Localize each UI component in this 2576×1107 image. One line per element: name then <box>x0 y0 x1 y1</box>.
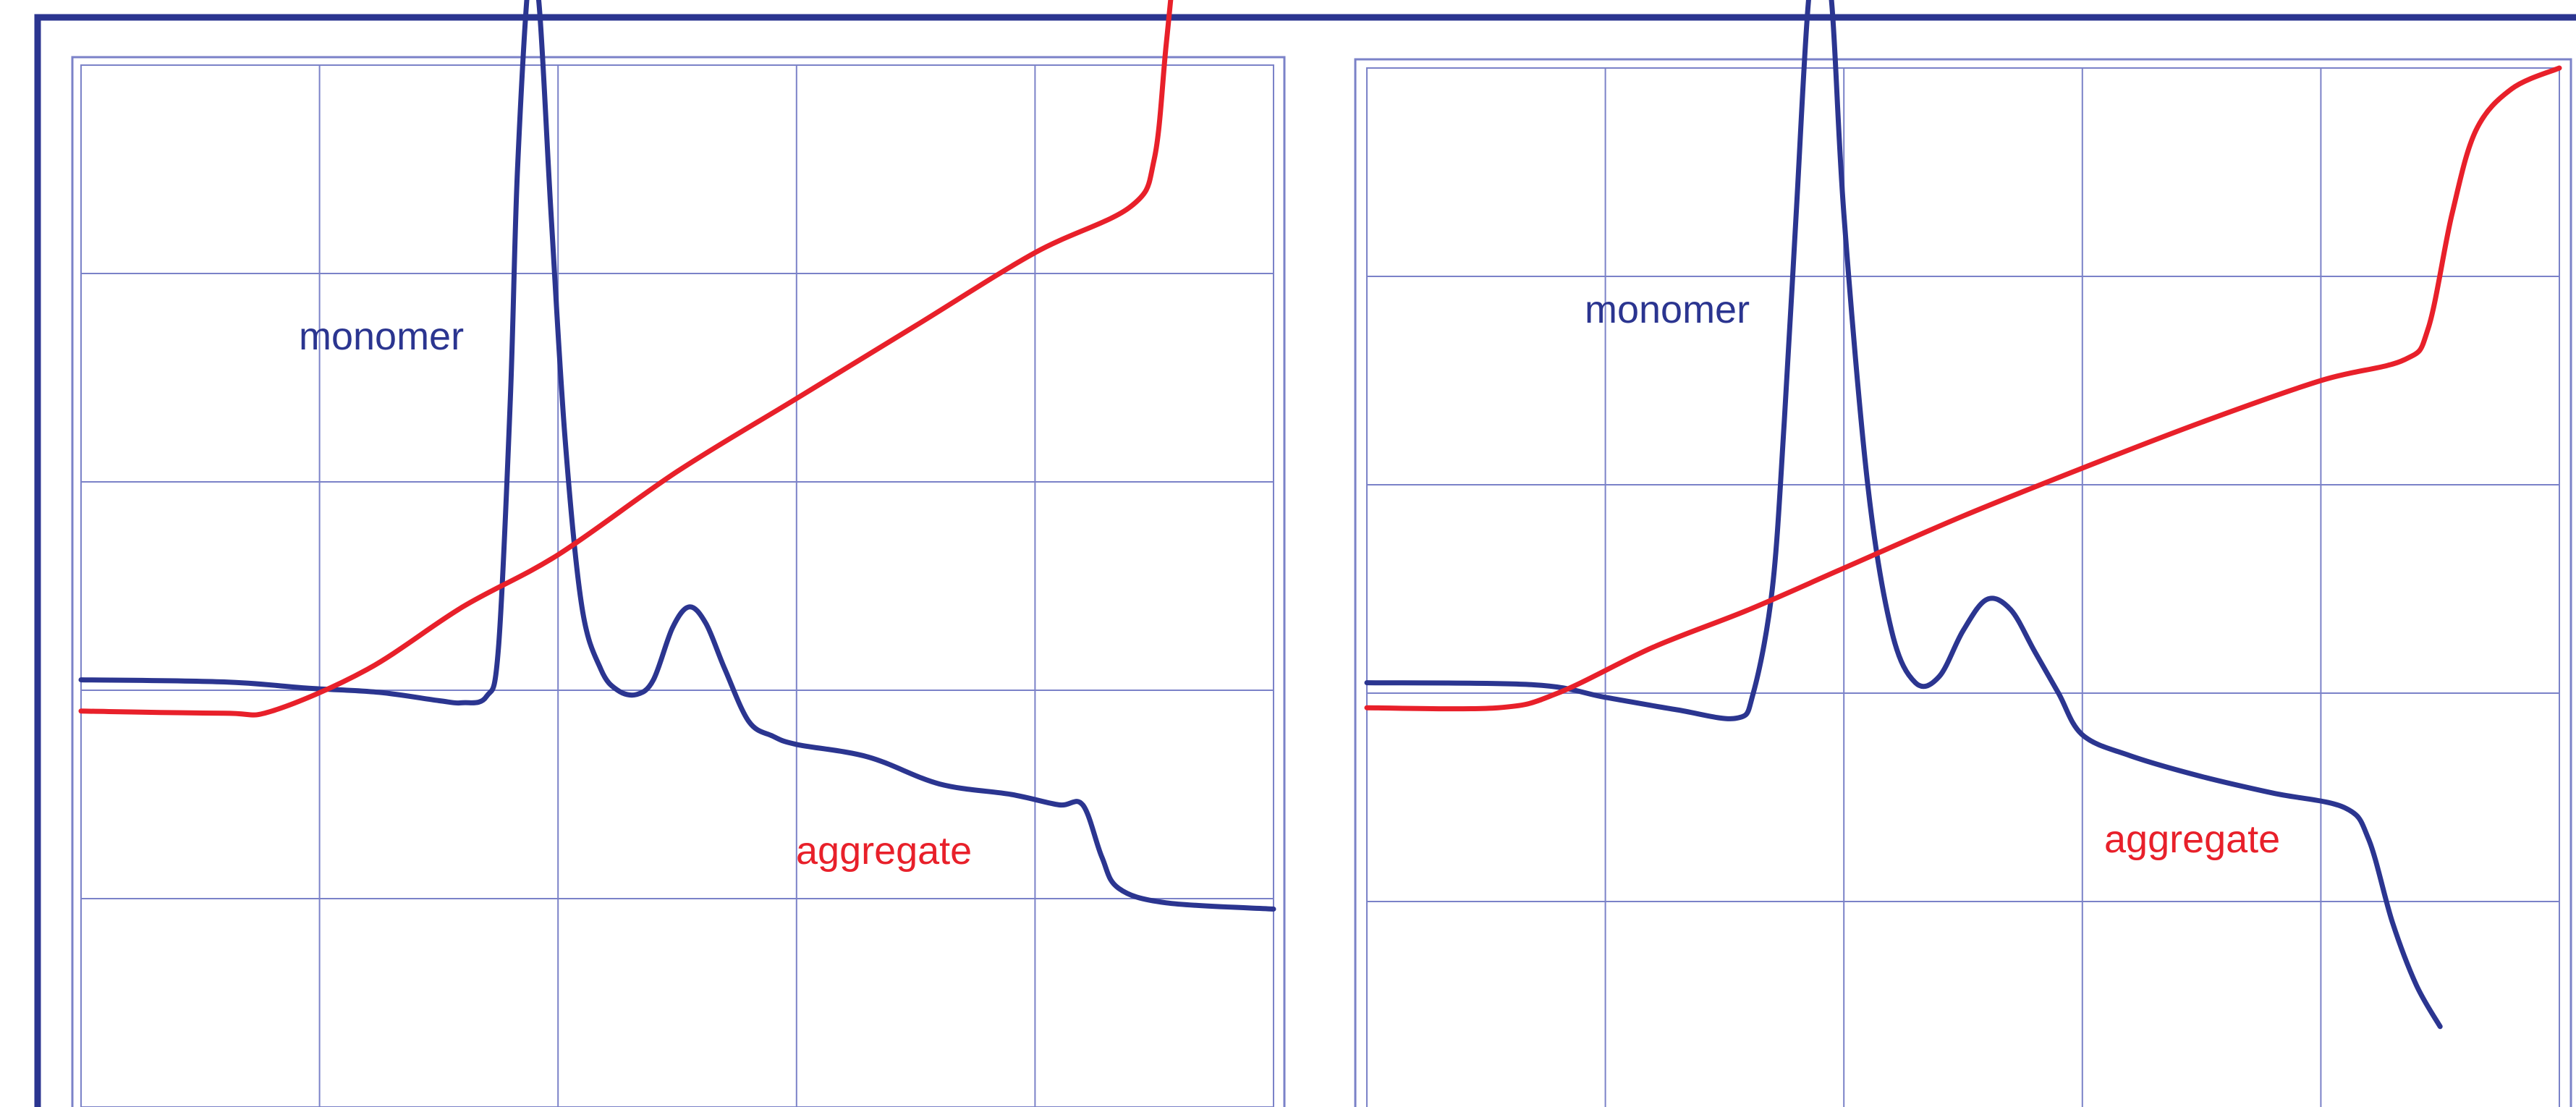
chart-panel-right: monomer aggregate <box>1354 0 2572 1107</box>
panel-border-outer <box>71 56 1286 1107</box>
monomer-label: monomer <box>299 315 464 358</box>
plot-area-border <box>1366 67 2560 1107</box>
chart-panel-left: monomer aggregate <box>71 0 1286 1107</box>
grid-lines <box>1367 68 2559 1107</box>
aggregate-line <box>78 0 1174 718</box>
monomer-label: monomer <box>1585 288 1750 331</box>
plot-area-border <box>80 64 1274 1107</box>
aggregate-label: aggregate <box>2104 818 2280 861</box>
panel-border-outer <box>1354 58 2572 1107</box>
grid-lines <box>81 65 1274 1107</box>
monomer-line <box>1364 0 2443 1030</box>
monomer-line <box>78 0 1276 912</box>
aggregate-label: aggregate <box>796 829 972 873</box>
outer-frame <box>34 14 2576 1107</box>
aggregate-line <box>1364 65 2562 712</box>
